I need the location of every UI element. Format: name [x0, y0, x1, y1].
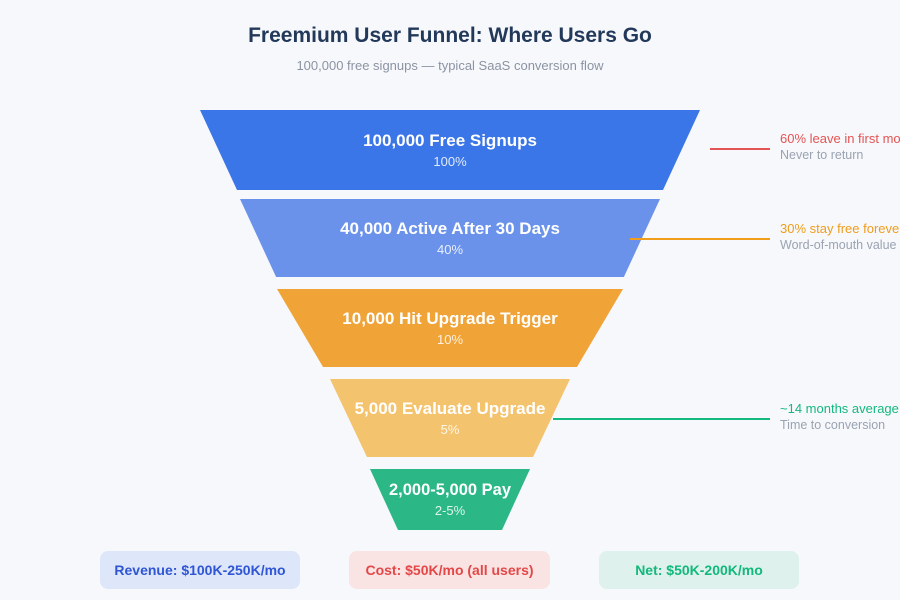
badge-cost: Cost: $50K/mo (all users)	[349, 551, 550, 589]
annotation-secondary-text: Never to return	[780, 148, 864, 162]
chart-subtitle: 100,000 free signups — typical SaaS conv…	[296, 58, 604, 73]
funnel-stage-evaluate-upgrade: 5,000 Evaluate Upgrade 5%	[330, 379, 570, 457]
chart-title: Freemium User Funnel: Where Users Go	[248, 24, 652, 47]
funnel-stage-label: 10,000 Hit Upgrade Trigger	[342, 309, 558, 328]
badge-revenue: Revenue: $100K-250K/mo	[100, 551, 300, 589]
annotation-leave-first-month: 60% leave in first mo Never to return	[780, 130, 900, 164]
annotation-secondary-text: Word-of-mouth value	[780, 238, 897, 252]
funnel-stage-label: 100,000 Free Signups	[363, 131, 537, 150]
annotation-primary-text: 30% stay free foreve	[780, 221, 900, 236]
funnel-stage-percent: 10%	[436, 332, 464, 347]
annotation-primary-text: ~14 months average	[780, 401, 899, 416]
funnel-stage-upgrade-trigger: 10,000 Hit Upgrade Trigger 10%	[277, 289, 623, 367]
funnel-stage-shape	[277, 289, 623, 367]
badge-net: Net: $50K-200K/mo	[599, 551, 799, 589]
funnel-stage-percent: 5%	[440, 422, 460, 437]
funnel-stage-pay: 2,000-5,000 Pay 2-5%	[370, 469, 530, 530]
funnel-stage-percent: 40%	[436, 242, 464, 257]
funnel-stage-free-signups: 100,000 Free Signups 100%	[200, 110, 700, 190]
funnel-stage-shape	[200, 110, 700, 190]
funnel-stage-percent: 100%	[433, 154, 467, 169]
annotation-connector-line	[710, 148, 770, 150]
annotation-months-average: ~14 months average Time to conversion	[780, 400, 899, 434]
annotation-stay-free: 30% stay free foreve Word-of-mouth value	[780, 220, 899, 254]
annotation-secondary-text: Time to conversion	[780, 418, 886, 432]
funnel-stage-label: 2,000-5,000 Pay	[388, 481, 512, 499]
funnel-stage-percent: 2-5%	[434, 503, 466, 518]
annotation-connector-line	[630, 238, 770, 240]
funnel-stage-active-30-days: 40,000 Active After 30 Days 40%	[240, 199, 660, 277]
funnel-stage-shape	[370, 469, 530, 530]
funnel-stage-label: 5,000 Evaluate Upgrade	[354, 399, 546, 418]
annotation-primary-text: 60% leave in first mo	[780, 131, 900, 146]
annotation-connector-line	[553, 418, 770, 420]
funnel-stage-shape	[240, 199, 660, 277]
funnel-stage-label: 40,000 Active After 30 Days	[340, 219, 560, 238]
funnel-stage-shape	[330, 379, 570, 457]
